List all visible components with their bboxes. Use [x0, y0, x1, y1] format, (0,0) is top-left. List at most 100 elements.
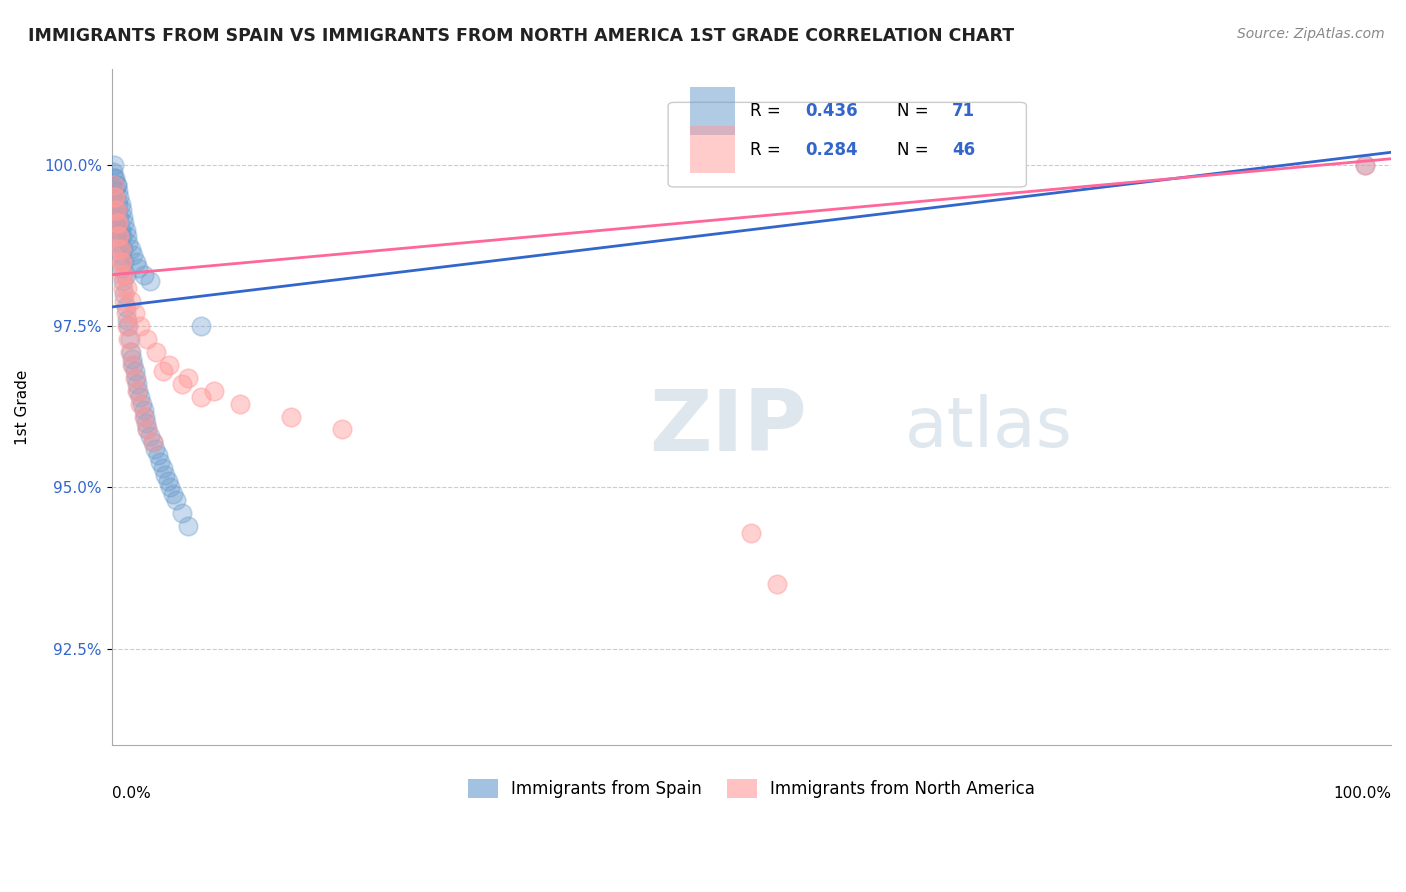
- Text: 0.0%: 0.0%: [111, 786, 150, 801]
- Point: [142, 435, 165, 450]
- Point: [120, 345, 142, 359]
- Point: [143, 442, 166, 456]
- Point: [114, 268, 136, 282]
- Point: [112, 268, 135, 282]
- Point: [280, 409, 302, 424]
- Point: [162, 487, 184, 501]
- Point: [111, 203, 134, 218]
- Point: [112, 242, 135, 256]
- Point: [120, 293, 142, 308]
- Point: [115, 319, 138, 334]
- Point: [120, 242, 142, 256]
- Point: [111, 255, 134, 269]
- Point: [1354, 158, 1376, 172]
- Point: [122, 358, 145, 372]
- Point: [740, 525, 762, 540]
- Point: [112, 274, 135, 288]
- Point: [156, 474, 179, 488]
- Point: [104, 171, 127, 186]
- Point: [202, 384, 225, 398]
- Point: [127, 261, 149, 276]
- Point: [128, 397, 150, 411]
- Point: [107, 229, 129, 244]
- Point: [159, 480, 181, 494]
- Point: [155, 467, 177, 482]
- Point: [127, 377, 149, 392]
- Point: [177, 371, 200, 385]
- Point: [103, 171, 125, 186]
- Point: [104, 216, 127, 230]
- Text: 46: 46: [952, 141, 976, 159]
- FancyBboxPatch shape: [668, 103, 1026, 187]
- Point: [105, 203, 128, 218]
- Point: [103, 158, 125, 172]
- Point: [136, 422, 159, 436]
- Point: [127, 384, 149, 398]
- Point: [136, 332, 159, 346]
- Point: [1354, 158, 1376, 172]
- Point: [190, 390, 212, 404]
- Point: [110, 197, 132, 211]
- Point: [117, 319, 139, 334]
- Point: [124, 364, 146, 378]
- Point: [170, 506, 193, 520]
- Point: [165, 493, 187, 508]
- Point: [105, 178, 128, 192]
- Point: [110, 255, 132, 269]
- Point: [139, 429, 162, 443]
- FancyBboxPatch shape: [690, 126, 735, 173]
- Point: [101, 164, 124, 178]
- Text: IMMIGRANTS FROM SPAIN VS IMMIGRANTS FROM NORTH AMERICA 1ST GRADE CORRELATION CHA: IMMIGRANTS FROM SPAIN VS IMMIGRANTS FROM…: [28, 27, 1014, 45]
- Point: [121, 358, 143, 372]
- Point: [111, 261, 134, 276]
- Point: [112, 280, 135, 294]
- Point: [110, 222, 132, 236]
- Point: [107, 216, 129, 230]
- Point: [112, 287, 135, 301]
- Point: [125, 371, 148, 385]
- Y-axis label: 1st Grade: 1st Grade: [15, 369, 30, 444]
- Point: [152, 364, 174, 378]
- Point: [132, 409, 155, 424]
- Point: [114, 306, 136, 320]
- Point: [112, 255, 135, 269]
- Point: [114, 222, 136, 236]
- Point: [115, 280, 138, 294]
- Point: [111, 229, 134, 244]
- Point: [111, 268, 134, 282]
- Text: R =: R =: [749, 102, 786, 120]
- Point: [142, 435, 165, 450]
- Point: [105, 216, 128, 230]
- Point: [107, 184, 129, 198]
- Point: [177, 519, 200, 533]
- Point: [108, 242, 131, 256]
- Point: [108, 190, 131, 204]
- Point: [121, 351, 143, 366]
- Point: [125, 255, 148, 269]
- Point: [103, 190, 125, 204]
- Point: [104, 190, 127, 204]
- Point: [157, 358, 180, 372]
- Point: [131, 397, 153, 411]
- Point: [190, 319, 212, 334]
- Point: [117, 332, 139, 346]
- Point: [152, 461, 174, 475]
- Text: 0.436: 0.436: [806, 102, 858, 120]
- Point: [228, 397, 250, 411]
- Point: [115, 229, 138, 244]
- Point: [132, 403, 155, 417]
- Point: [112, 210, 135, 224]
- Point: [104, 203, 127, 218]
- Point: [103, 178, 125, 192]
- Text: N =: N =: [897, 141, 934, 159]
- Text: 71: 71: [952, 102, 976, 120]
- Point: [101, 210, 124, 224]
- Point: [103, 190, 125, 204]
- Point: [107, 197, 129, 211]
- Point: [105, 178, 128, 192]
- Point: [118, 332, 141, 346]
- Legend: Immigrants from Spain, Immigrants from North America: Immigrants from Spain, Immigrants from N…: [461, 772, 1042, 805]
- Point: [107, 222, 129, 236]
- Text: R =: R =: [749, 141, 786, 159]
- Point: [105, 203, 128, 218]
